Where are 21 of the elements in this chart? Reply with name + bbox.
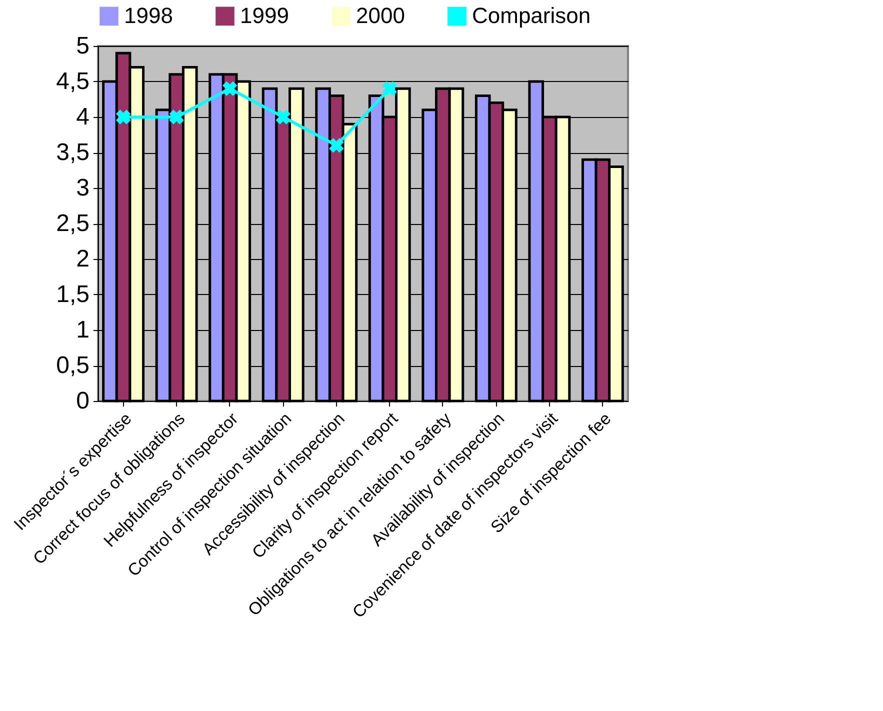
point bbox=[276, 110, 290, 124]
y-tick-label: 4,5 bbox=[56, 68, 90, 95]
y-tick-label: 4 bbox=[76, 104, 90, 130]
y-tick-label: 0,5 bbox=[56, 352, 90, 379]
y-tick-label: 3,5 bbox=[56, 139, 90, 166]
point bbox=[116, 110, 131, 124]
y-tick-label: 3 bbox=[76, 174, 90, 202]
point bbox=[169, 110, 184, 124]
legend-label: Comparison bbox=[472, 3, 591, 28]
legend-label: 1998 bbox=[124, 3, 173, 28]
y-tick-label: 0 bbox=[76, 388, 90, 414]
point bbox=[382, 81, 397, 96]
point bbox=[329, 138, 344, 153]
y-tick-label: 1 bbox=[76, 316, 90, 344]
point bbox=[222, 81, 238, 96]
y-tick-label: 2,5 bbox=[56, 210, 90, 237]
y-tick-label: 1,5 bbox=[56, 281, 90, 308]
y-tick-label: 5 bbox=[76, 32, 90, 60]
y-tick-label: 2 bbox=[76, 246, 90, 272]
legend-label: 2000 bbox=[356, 3, 405, 28]
legend-label: 1999 bbox=[240, 3, 289, 28]
